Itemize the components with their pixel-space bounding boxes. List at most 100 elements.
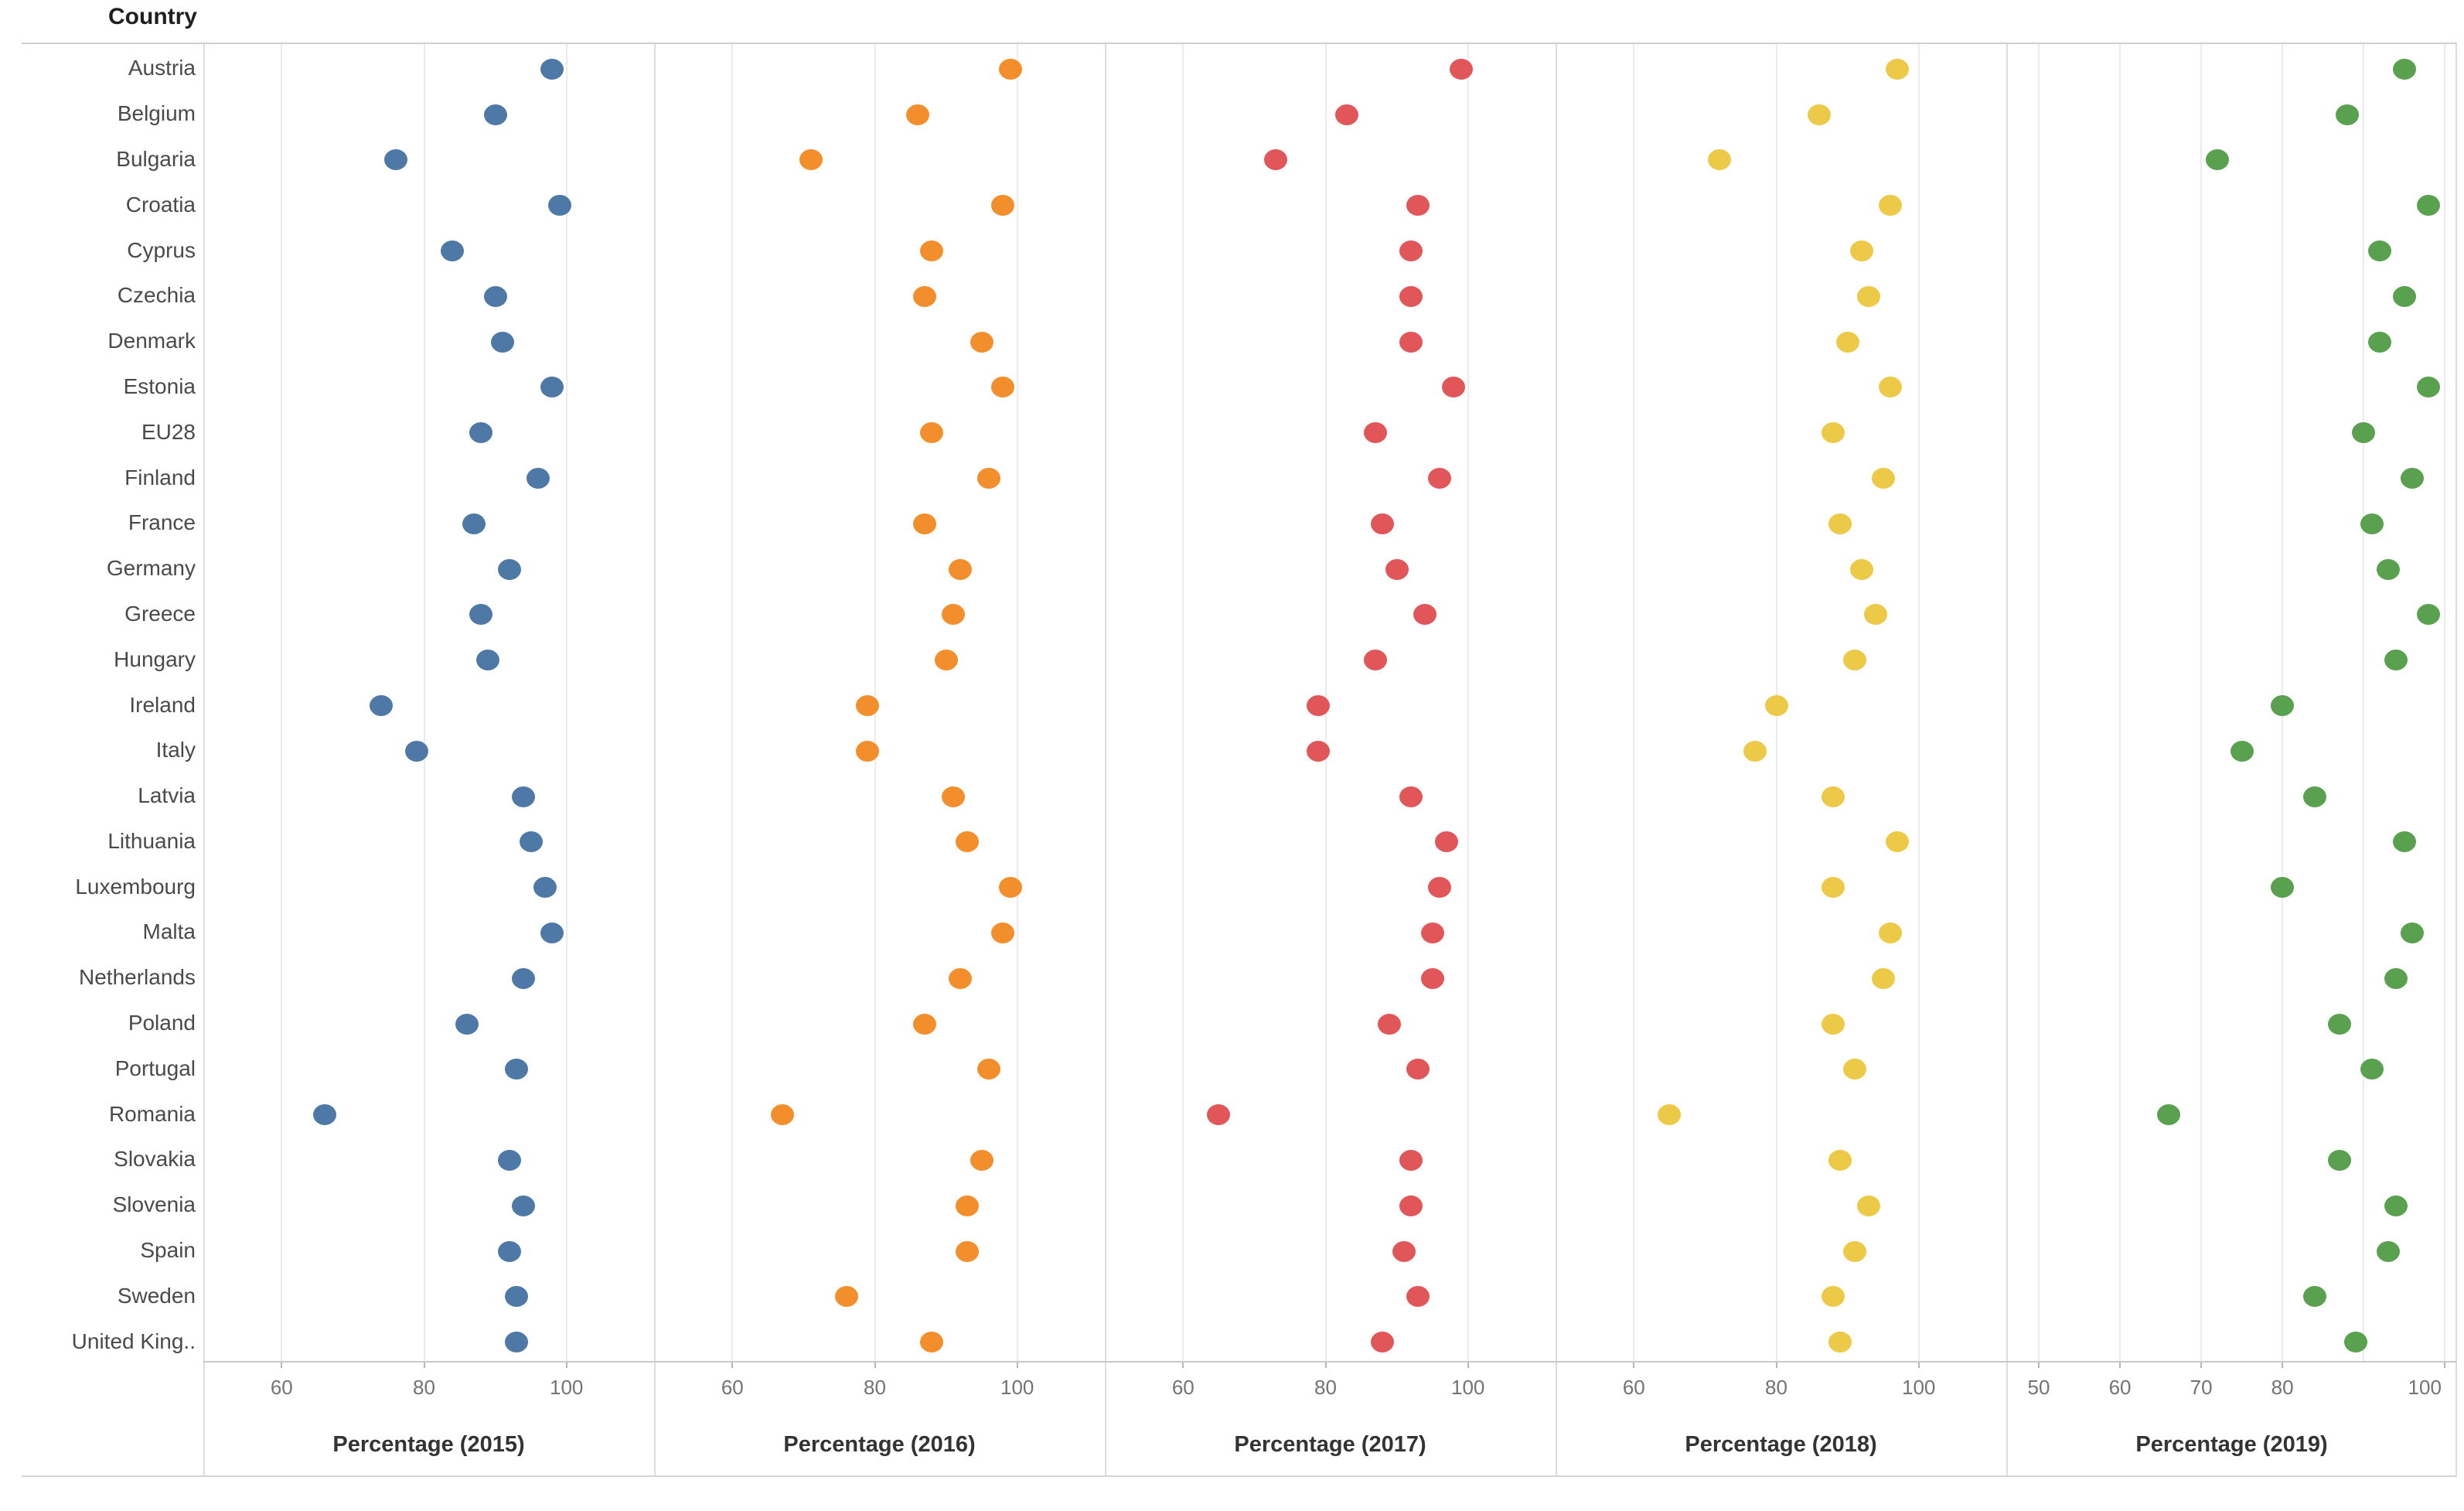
data-point-2016-slovakia[interactable]	[970, 1149, 993, 1171]
data-point-2018-hungary[interactable]	[1842, 650, 1866, 671]
data-point-2017-czechia[interactable]	[1399, 285, 1423, 307]
data-point-2018-poland[interactable]	[1822, 1013, 1845, 1035]
data-point-2018-denmark[interactable]	[1835, 331, 1859, 353]
data-point-2015-czechia[interactable]	[483, 285, 507, 307]
data-point-2017-hungary[interactable]	[1363, 650, 1387, 671]
data-point-2015-eu28[interactable]	[469, 422, 493, 444]
data-point-2015-spain[interactable]	[498, 1240, 522, 1262]
data-point-2015-slovenia[interactable]	[512, 1195, 536, 1216]
data-point-2016-croatia[interactable]	[991, 195, 1015, 217]
data-point-2017-luxembourg[interactable]	[1427, 877, 1451, 899]
data-point-2017-poland[interactable]	[1378, 1013, 1402, 1035]
data-point-2016-portugal[interactable]	[976, 1059, 1000, 1080]
data-point-2015-latvia[interactable]	[512, 786, 536, 807]
data-point-2015-slovakia[interactable]	[498, 1149, 522, 1171]
data-point-2019-united-king-[interactable]	[2343, 1332, 2367, 1353]
data-point-2015-united-king-[interactable]	[505, 1332, 529, 1353]
data-point-2018-latvia[interactable]	[1822, 786, 1845, 807]
data-point-2017-italy[interactable]	[1307, 740, 1331, 762]
data-point-2016-france[interactable]	[912, 513, 936, 534]
data-point-2015-ireland[interactable]	[370, 695, 394, 716]
data-point-2018-croatia[interactable]	[1878, 195, 1902, 217]
data-point-2018-eu28[interactable]	[1822, 422, 1845, 444]
data-point-2015-belgium[interactable]	[483, 104, 507, 125]
data-point-2019-romania[interactable]	[2157, 1104, 2181, 1126]
data-point-2015-poland[interactable]	[455, 1013, 479, 1035]
data-point-2015-bulgaria[interactable]	[383, 149, 407, 171]
data-point-2019-portugal[interactable]	[2360, 1059, 2384, 1080]
data-point-2019-latvia[interactable]	[2303, 786, 2327, 807]
data-point-2019-denmark[interactable]	[2368, 331, 2392, 353]
data-point-2016-malta[interactable]	[991, 922, 1015, 943]
data-point-2018-germany[interactable]	[1850, 558, 1874, 580]
data-point-2017-united-king-[interactable]	[1371, 1332, 1395, 1353]
data-point-2019-ireland[interactable]	[2271, 695, 2295, 716]
data-point-2015-croatia[interactable]	[547, 195, 571, 217]
data-point-2018-italy[interactable]	[1743, 740, 1767, 762]
data-point-2015-finland[interactable]	[526, 468, 550, 489]
data-point-2017-slovakia[interactable]	[1399, 1149, 1423, 1171]
data-point-2016-belgium[interactable]	[905, 104, 929, 125]
data-point-2019-sweden[interactable]	[2303, 1286, 2327, 1308]
data-point-2016-united-king-[interactable]	[920, 1332, 944, 1353]
data-point-2019-hungary[interactable]	[2384, 650, 2408, 671]
data-point-2019-austria[interactable]	[2392, 58, 2416, 80]
data-point-2015-denmark[interactable]	[490, 331, 514, 353]
data-point-2015-france[interactable]	[462, 513, 486, 534]
data-point-2015-germany[interactable]	[498, 558, 522, 580]
data-point-2016-ireland[interactable]	[856, 695, 880, 716]
data-point-2019-bulgaria[interactable]	[2206, 149, 2230, 171]
data-point-2017-malta[interactable]	[1420, 922, 1444, 943]
data-point-2016-lithuania[interactable]	[956, 831, 980, 853]
data-point-2018-sweden[interactable]	[1822, 1286, 1845, 1308]
data-point-2016-czechia[interactable]	[912, 285, 936, 307]
data-point-2017-bulgaria[interactable]	[1264, 149, 1288, 171]
data-point-2018-malta[interactable]	[1878, 922, 1902, 943]
data-point-2016-denmark[interactable]	[970, 331, 993, 353]
data-point-2015-sweden[interactable]	[505, 1286, 529, 1308]
data-point-2017-slovenia[interactable]	[1399, 1195, 1423, 1216]
data-point-2015-greece[interactable]	[469, 604, 493, 626]
data-point-2016-sweden[interactable]	[834, 1286, 858, 1308]
data-point-2016-bulgaria[interactable]	[799, 149, 823, 171]
data-point-2017-austria[interactable]	[1449, 58, 1473, 80]
data-point-2019-croatia[interactable]	[2417, 195, 2441, 217]
data-point-2017-estonia[interactable]	[1442, 377, 1466, 398]
data-point-2015-malta[interactable]	[540, 922, 564, 943]
data-point-2016-cyprus[interactable]	[920, 240, 944, 262]
data-point-2017-spain[interactable]	[1392, 1240, 1416, 1262]
data-point-2015-austria[interactable]	[540, 58, 564, 80]
data-point-2015-portugal[interactable]	[505, 1059, 529, 1080]
data-point-2017-netherlands[interactable]	[1420, 967, 1444, 989]
data-point-2018-france[interactable]	[1828, 513, 1852, 534]
data-point-2015-italy[interactable]	[405, 740, 429, 762]
data-point-2016-spain[interactable]	[956, 1240, 980, 1262]
data-point-2016-poland[interactable]	[912, 1013, 936, 1035]
data-point-2016-finland[interactable]	[976, 468, 1000, 489]
data-point-2017-finland[interactable]	[1427, 468, 1451, 489]
data-point-2019-czechia[interactable]	[2392, 285, 2416, 307]
data-point-2018-finland[interactable]	[1871, 468, 1895, 489]
data-point-2018-romania[interactable]	[1658, 1104, 1682, 1126]
data-point-2016-estonia[interactable]	[991, 377, 1015, 398]
data-point-2019-lithuania[interactable]	[2392, 831, 2416, 853]
data-point-2018-greece[interactable]	[1864, 604, 1888, 626]
data-point-2017-latvia[interactable]	[1399, 786, 1423, 807]
data-point-2018-spain[interactable]	[1842, 1240, 1866, 1262]
data-point-2019-eu28[interactable]	[2352, 422, 2376, 444]
data-point-2015-hungary[interactable]	[476, 650, 500, 671]
data-point-2019-greece[interactable]	[2417, 604, 2441, 626]
data-point-2018-ireland[interactable]	[1764, 695, 1788, 716]
data-point-2018-slovakia[interactable]	[1828, 1149, 1852, 1171]
data-point-2019-poland[interactable]	[2327, 1013, 2351, 1035]
data-point-2019-slovenia[interactable]	[2384, 1195, 2408, 1216]
data-point-2015-luxembourg[interactable]	[533, 877, 557, 899]
data-point-2017-lithuania[interactable]	[1435, 831, 1459, 853]
data-point-2017-cyprus[interactable]	[1399, 240, 1423, 262]
data-point-2016-italy[interactable]	[856, 740, 880, 762]
data-point-2016-latvia[interactable]	[941, 786, 965, 807]
data-point-2017-sweden[interactable]	[1406, 1286, 1430, 1308]
data-point-2019-malta[interactable]	[2401, 922, 2425, 943]
data-point-2015-cyprus[interactable]	[441, 240, 465, 262]
data-point-2017-germany[interactable]	[1385, 558, 1409, 580]
